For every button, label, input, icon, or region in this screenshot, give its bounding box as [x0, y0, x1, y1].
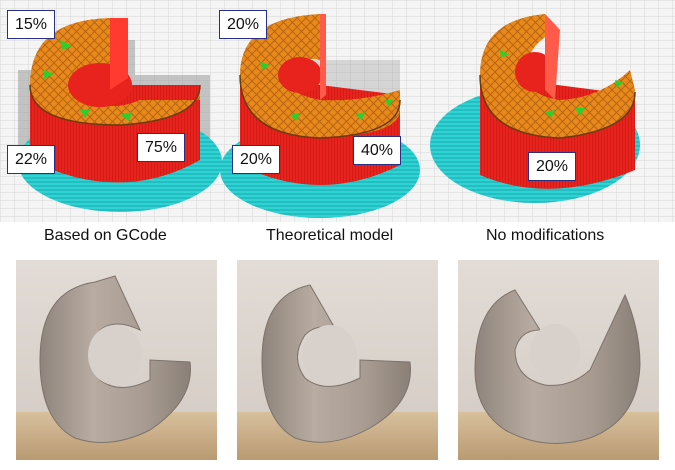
caption-based-on-gcode: Based on GCode — [44, 227, 167, 244]
render-no-modifications — [430, 14, 640, 203]
percent-label: 22% — [7, 145, 56, 174]
percent-label: 15% — [7, 10, 56, 39]
render-based-on-gcode — [18, 18, 222, 212]
percent-label: 75% — [137, 133, 186, 162]
caption-no-modifications: No modifications — [486, 227, 605, 244]
percent-label: 40% — [353, 136, 402, 165]
percent-label: 20% — [219, 10, 268, 39]
photo-based-on-gcode — [16, 260, 217, 460]
photo-theoretical-model — [237, 260, 438, 460]
percent-label: 20% — [232, 145, 281, 174]
photo-no-modifications — [458, 260, 659, 460]
caption-theoretical-model: Theoretical model — [266, 227, 394, 244]
percent-label: 20% — [528, 152, 577, 181]
